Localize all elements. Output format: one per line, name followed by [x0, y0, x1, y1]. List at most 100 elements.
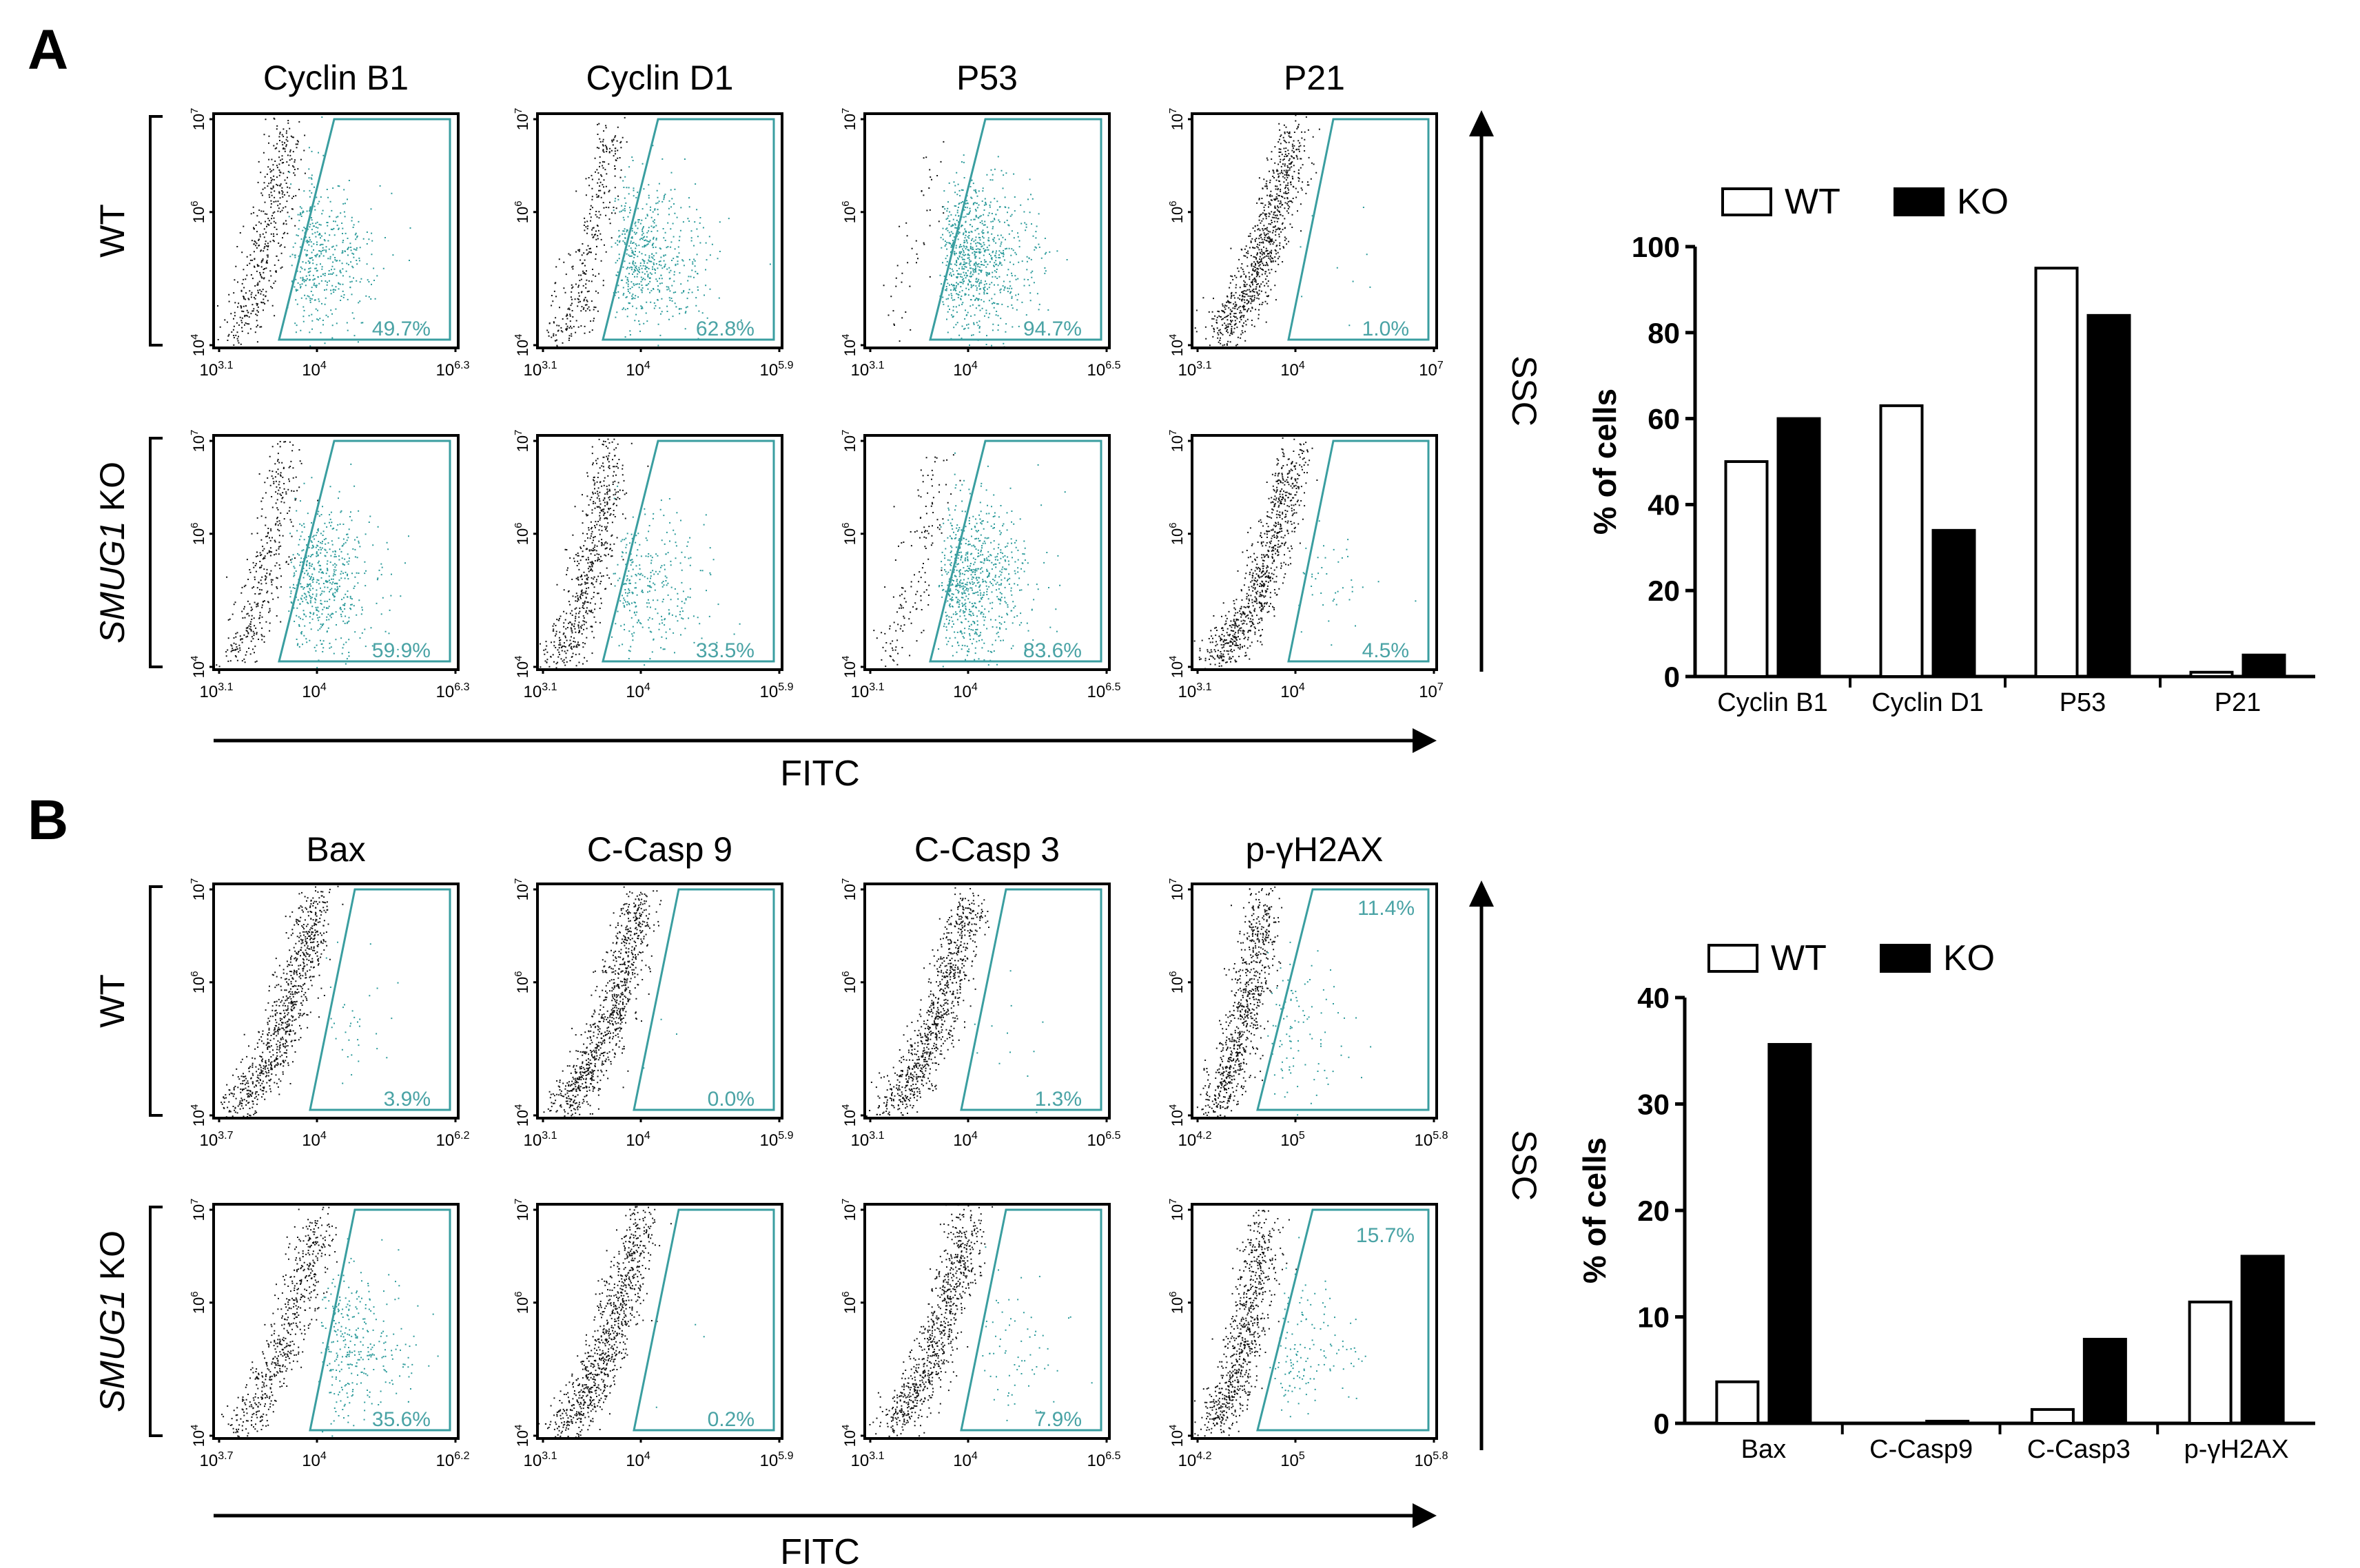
y-tick-exp: 6 — [1167, 522, 1179, 528]
y-tick-exp: 6 — [840, 200, 852, 206]
x-tick-label: 104 — [953, 360, 978, 380]
gate-outline — [1287, 118, 1430, 341]
x-tick-label: 104 — [953, 1450, 978, 1470]
y-tick-label: 104 — [513, 656, 531, 679]
x-tick-exp: 5.9 — [778, 1130, 793, 1142]
plot-frame — [212, 1203, 460, 1440]
y-tick-exp: 7 — [513, 108, 524, 114]
y-tick-exp: 6 — [1167, 200, 1179, 206]
row-label: WT — [93, 974, 132, 1028]
ungated-events — [1193, 437, 1318, 670]
y-tick-exp: 7 — [513, 1199, 524, 1204]
gate-percent: 1.0% — [1362, 318, 1409, 340]
y-tick-label: 107 — [840, 1199, 859, 1221]
gate-percent: 0.0% — [708, 1088, 755, 1111]
fitc-arrowhead — [1413, 728, 1437, 753]
x-tick-exp: 3.1 — [218, 681, 233, 693]
x-tick-exp: 5 — [1299, 1130, 1305, 1142]
y-tick-label: 107 — [1167, 1199, 1186, 1221]
x-tick-label: 103.1 — [851, 1130, 885, 1150]
y-tick-exp: 7 — [189, 430, 201, 435]
scatter-dots — [865, 887, 1044, 1118]
gated-events — [325, 941, 399, 1111]
legend-label: WT — [1771, 938, 1827, 978]
y-tick-label: 104 — [189, 1104, 207, 1127]
y-tick-exp: 7 — [1167, 430, 1179, 435]
y-tick-exp: 6 — [513, 1291, 524, 1297]
marker-title: C-Casp 9 — [587, 830, 732, 869]
y-tick-label: 106 — [840, 522, 859, 545]
gated-events — [1300, 207, 1371, 327]
ungated-events — [214, 117, 306, 348]
plot-frame — [536, 112, 783, 349]
gated-events — [1298, 520, 1417, 646]
marker-title: C-Casp 3 — [914, 830, 1060, 869]
ssc-arrowhead — [1469, 880, 1494, 907]
x-tick-label: 103.7 — [200, 1450, 234, 1470]
ungated-events — [546, 116, 628, 348]
gate-outline — [278, 440, 451, 663]
bar-wt — [2188, 1300, 2233, 1425]
y-tick-exp: 7 — [840, 878, 852, 884]
y-tick-exp: 4 — [840, 656, 852, 661]
x-tick-exp: 3.1 — [542, 1130, 557, 1142]
y-tick-exp: 6 — [513, 200, 524, 206]
x-tick-label: 107 — [1419, 360, 1444, 380]
x-tick-label: 104 — [1280, 360, 1305, 380]
flow-plot: 62.8% 107 106 104 103.1 104 105.9 — [513, 108, 794, 380]
ungated-events — [220, 885, 344, 1118]
y-tick-exp: 6 — [840, 522, 852, 528]
gene-name: SMUG1 — [93, 1290, 132, 1412]
y-tick-exp: 4 — [1167, 334, 1179, 340]
gate-outline — [960, 1208, 1102, 1432]
flow-plot: 94.7% 107 106 104 103.1 104 106.5 — [840, 108, 1121, 380]
y-tick-exp: 6 — [189, 522, 201, 528]
plot-frame — [863, 434, 1111, 671]
gated-events — [939, 154, 1068, 348]
x-tick-exp: 6.2 — [454, 1130, 469, 1142]
plot-frame — [212, 883, 460, 1120]
x-tick-exp: 4 — [1299, 360, 1305, 371]
x-category-label: p-γH2AX — [2184, 1435, 2289, 1464]
y-tick-exp: 6 — [840, 1291, 852, 1297]
y-tick-label: 104 — [1167, 1425, 1186, 1447]
x-tick-label: 103.1 — [1178, 681, 1212, 701]
x-tick-label: 104 — [626, 1130, 650, 1150]
x-tick-label: 105.9 — [760, 360, 794, 380]
gate-percent: 3.9% — [384, 1088, 431, 1111]
row-label-text: WT — [93, 974, 132, 1028]
x-tick-label: 105.9 — [760, 681, 794, 701]
y-tick-exp: 4 — [189, 1104, 201, 1110]
x-tick-label: 106.5 — [1087, 360, 1121, 380]
y-tick-exp: 4 — [840, 1425, 852, 1430]
x-tick-label: 103.7 — [200, 1130, 234, 1150]
y-tick-label: 107 — [189, 878, 207, 901]
y-tick-label: 107 — [1167, 108, 1186, 131]
x-tick-exp: 4 — [972, 1130, 978, 1142]
bar-chart: WT KO 0 10 20 30 40 % of cells Bax C-Casp9 C-Casp3… — [1577, 938, 2315, 1464]
y-tick-label: 106 — [513, 522, 531, 545]
y-tick-label: 104 — [840, 1104, 859, 1127]
x-tick-exp: 4 — [320, 360, 327, 371]
scatter-dots — [216, 441, 409, 670]
bar-ko — [1767, 1042, 1812, 1425]
y-tick-label: 104 — [513, 1104, 531, 1127]
y-tick-label: 107 — [1167, 878, 1186, 901]
y-tick-label: 100 — [1632, 231, 1680, 263]
bar-wt — [1715, 1380, 1760, 1425]
gate-percent: 94.7% — [1023, 318, 1082, 340]
x-category-label: Bax — [1741, 1435, 1786, 1464]
x-tick-label: 103.1 — [851, 360, 885, 380]
plot-frame — [212, 112, 460, 349]
scatter-dots — [873, 452, 1066, 668]
y-tick-label: 107 — [189, 108, 207, 131]
marker-title: p-γH2AX — [1245, 830, 1383, 869]
row-label: SMUG1 KO — [93, 462, 132, 643]
x-tick-exp: 3.1 — [869, 1130, 884, 1142]
x-tick-exp: 7 — [1437, 360, 1444, 371]
y-tick-label: 106 — [840, 1291, 859, 1314]
flow-plot: 7.9% 107 106 104 103.1 104 106.5 — [840, 1199, 1121, 1470]
flow-plot: 15.7% 107 106 104 104.2 105 105.8 — [1167, 1199, 1448, 1470]
gate-percent: 62.8% — [696, 318, 755, 340]
